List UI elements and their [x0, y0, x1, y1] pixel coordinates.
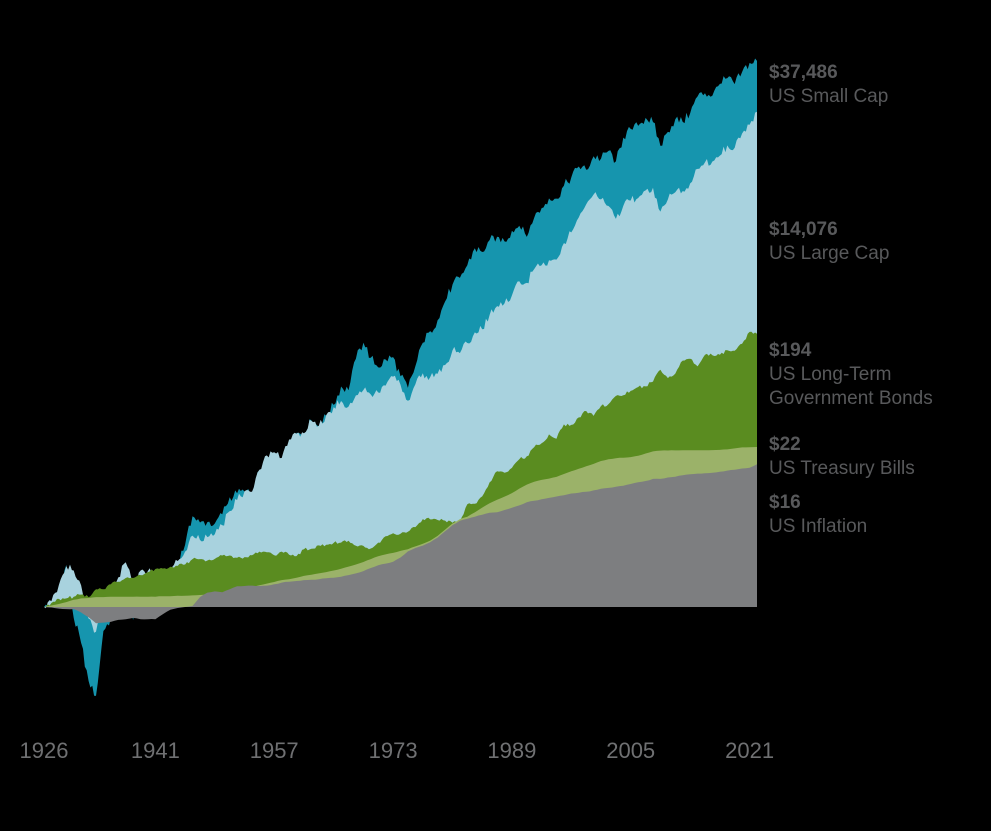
label-us-small-cap-value: $37,486: [769, 62, 838, 83]
label-us-long-term-government-bonds-value: $194: [769, 340, 812, 361]
label-us-large-cap-name: US Large Cap: [769, 243, 890, 264]
x-axis-tick-label: 1941: [131, 738, 180, 763]
label-us-treasury-bills-value: $22: [769, 434, 801, 455]
label-us-treasury-bills: $22 US Treasury Bills: [769, 433, 984, 481]
x-axis-tick-label: 2005: [606, 738, 655, 763]
x-axis-tick-label: 1957: [250, 738, 299, 763]
label-us-large-cap-value: $14,076: [769, 219, 838, 240]
label-us-inflation-value: $16: [769, 492, 801, 513]
label-us-treasury-bills-name: US Treasury Bills: [769, 458, 915, 479]
label-us-inflation: $16 US Inflation: [769, 491, 984, 539]
label-us-small-cap-name: US Small Cap: [769, 86, 889, 107]
label-us-long-term-government-bonds-name: US Long-Term Government Bonds: [769, 364, 933, 409]
x-axis-tick-label: 2021: [725, 738, 774, 763]
series-end-labels: $37,486 US Small Cap $14,076 US Large Ca…: [769, 0, 984, 831]
area-us-inflation: [44, 464, 757, 624]
x-axis-tick-label: 1989: [487, 738, 536, 763]
label-us-long-term-government-bonds: $194 US Long-Term Government Bonds: [769, 339, 984, 411]
x-axis-tick-label: 1973: [369, 738, 418, 763]
label-us-small-cap: $37,486 US Small Cap: [769, 61, 984, 109]
x-axis-tick-label: 1926: [20, 738, 69, 763]
label-us-inflation-name: US Inflation: [769, 516, 868, 537]
label-us-large-cap: $14,076 US Large Cap: [769, 218, 984, 266]
